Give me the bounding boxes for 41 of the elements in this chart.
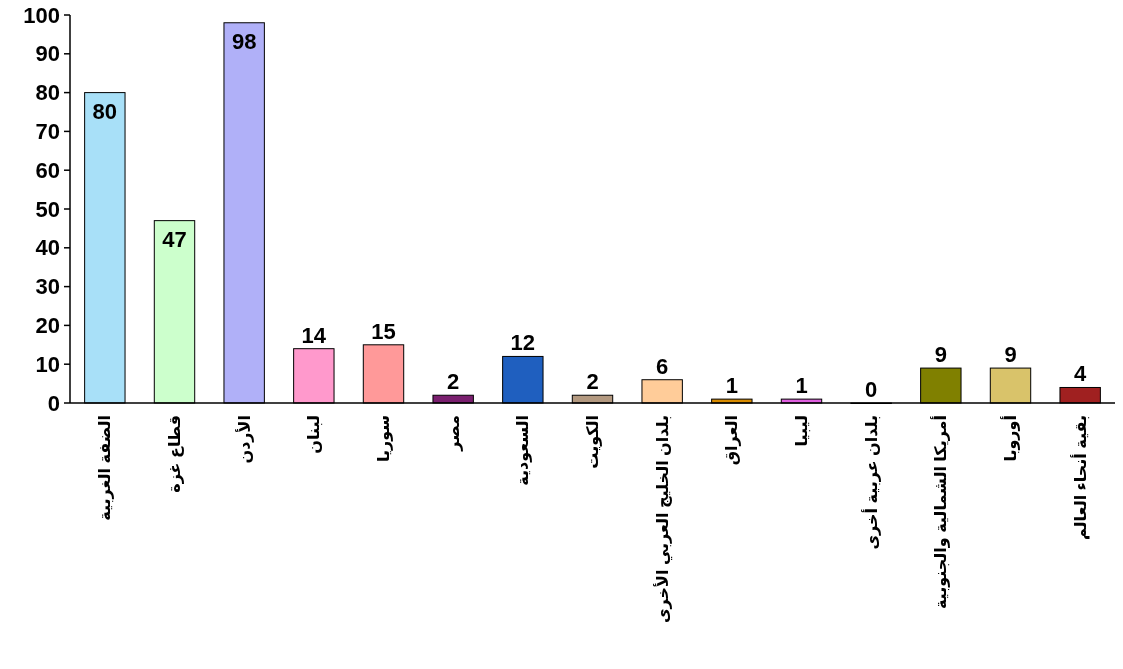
data-label: 1 — [795, 373, 808, 399]
data-label: 47 — [162, 226, 187, 252]
y-tick-label: 10 — [35, 351, 60, 377]
x-tick-label: لبنان — [305, 415, 324, 454]
x-tick-label: ليبيا — [793, 415, 811, 447]
x-tick-label: مصر — [444, 415, 463, 452]
data-label: 9 — [1004, 342, 1017, 368]
x-tick-label: بلدان الخليج العربي الأخرى — [652, 415, 673, 624]
x-tick-label: قطاع غزة — [166, 415, 184, 493]
data-label: 1 — [725, 373, 738, 399]
x-tick-label: بلدان عربية أخرى — [860, 415, 881, 550]
x-tick-label: سوريا — [375, 415, 393, 462]
y-tick-label: 60 — [35, 157, 60, 183]
data-label: 98 — [231, 28, 257, 54]
data-label: 4 — [1074, 361, 1088, 387]
y-tick-label: 30 — [35, 274, 60, 300]
y-tick-label: 50 — [35, 196, 60, 222]
x-tick-label: الضفة الغربية — [96, 415, 115, 521]
y-tick-label: 80 — [35, 80, 60, 106]
data-label: 12 — [510, 330, 536, 356]
x-tick-label: أمريكا الشمالية والجنوبية — [930, 415, 951, 610]
data-label: 2 — [586, 369, 599, 395]
x-tick-label: الأردن — [234, 415, 254, 464]
y-tick-label: 70 — [35, 118, 60, 144]
data-label: 2 — [447, 369, 460, 395]
data-label: 15 — [371, 318, 396, 344]
y-tick-label: 100 — [23, 2, 60, 28]
y-tick-label: 90 — [35, 41, 60, 67]
data-label: 80 — [92, 98, 118, 124]
data-label: 14 — [301, 322, 327, 348]
x-tick-label: السعودية — [514, 415, 533, 486]
x-tick-label: بقية أنحاء العالم — [1069, 415, 1090, 540]
x-tick-label: أوروبا — [1000, 415, 1020, 462]
x-tick-label: العراق — [723, 415, 742, 466]
data-label: 6 — [656, 353, 669, 379]
x-tick-label: الكويت — [584, 415, 602, 469]
y-tick-label: 40 — [35, 235, 60, 261]
y-tick-label: 20 — [35, 312, 60, 338]
y-tick-label: 0 — [47, 390, 60, 416]
data-label: 9 — [934, 342, 947, 368]
data-label: 0 — [865, 377, 878, 402]
